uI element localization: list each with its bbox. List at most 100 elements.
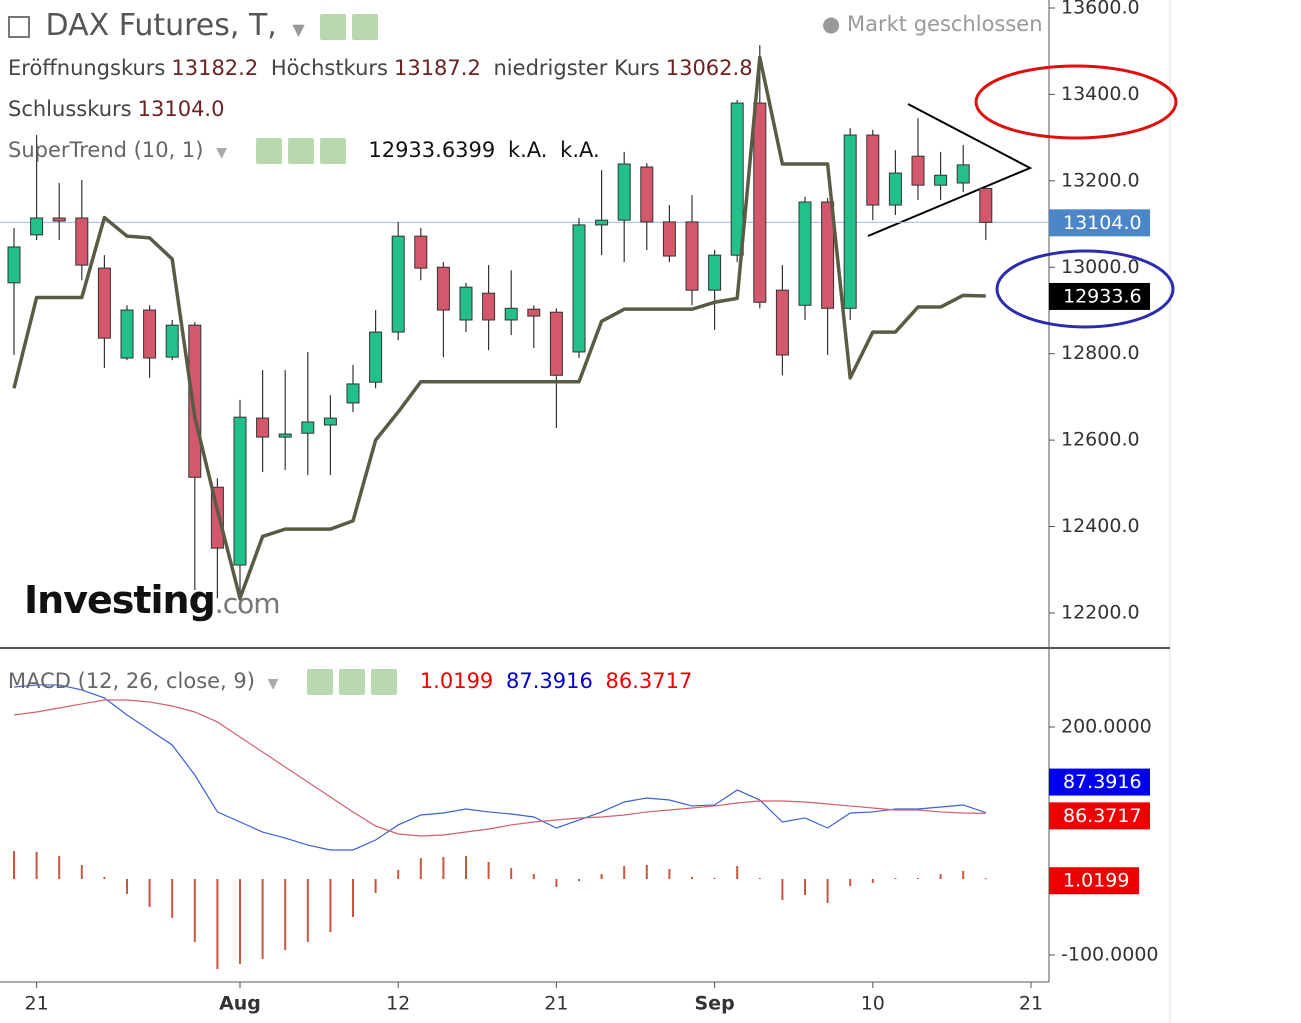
candle-body [459,286,473,321]
candle-body [843,134,857,309]
indicator-value: 87.3916 [505,669,593,693]
candle-body [414,235,428,269]
candle-body [572,224,586,353]
histogram-bar [600,873,603,880]
candle-body [256,417,270,438]
watermark-text: Investing [24,578,216,622]
histogram-bar [984,878,987,880]
indicator-label: MACD (12, 26, close, 9) [8,669,255,693]
annotation-triangle [867,103,1033,237]
y-tick-label: 13000.0 [1061,256,1140,278]
x-tick-label: 21 [25,993,49,1015]
candle-body [391,235,405,333]
candle-body [956,164,970,184]
y-tick-label: 12800.0 [1061,342,1140,364]
histogram-bar [487,861,490,880]
indicator-label: SuperTrend (10, 1) [8,138,204,162]
candle-body [52,217,66,222]
eye-icon[interactable] [255,138,282,164]
candle-body [753,102,767,303]
gear-icon[interactable] [287,138,314,164]
macd-line [13,684,986,851]
candle-body [482,292,496,321]
candle-body [685,221,699,291]
collapse-icon[interactable] [8,15,30,38]
histogram-bar [80,865,83,880]
price-tag-label: 12933.6 [1063,285,1142,307]
candle-body [165,324,179,358]
histogram-bar [962,870,965,880]
histogram-bar [261,879,264,960]
histogram-bar [442,857,445,880]
y-tick-label: 12200.0 [1061,601,1140,623]
price-tag [1049,768,1150,796]
watermark: Investing.com [24,578,280,622]
legend-label: niedrigster Kurs [493,56,660,80]
histogram-bar [284,879,287,951]
supertrend-line [12,55,986,601]
histogram-bar [917,878,919,880]
price-tag-label: 86.3717 [1063,805,1142,827]
y-tick-label: 13200.0 [1061,169,1140,191]
candle-body [75,217,89,266]
candle-body [730,102,744,256]
histogram-bar [939,874,942,880]
candle-body [120,309,134,359]
eye-icon[interactable] [320,13,347,40]
y-tick-label: -100.0000 [1061,944,1159,966]
watermark-text: .com [214,587,281,620]
indicator-legend: SuperTrend (10, 1) ▼ 12933.6399 k.A. k.A… [8,138,606,164]
price-tag [1049,867,1139,895]
candle-body [323,417,337,426]
candle-body [979,188,993,223]
price-tag [1049,282,1150,310]
histogram-bar [826,879,829,904]
close-icon[interactable] [371,669,398,695]
dropdown[interactable]: ▼ [267,676,279,692]
indicator-value: k.A. [507,138,548,162]
gear-icon[interactable] [352,13,379,40]
histogram-bar [532,873,535,880]
candle-body [436,266,450,311]
histogram-bar [804,879,806,895]
marks: 12200.0 12400.0 12600.0 12800.0 13000.0 13200… [0,0,1159,1015]
candle-body [549,311,563,376]
x-tick-label: 21 [544,993,568,1015]
candle-body [708,254,722,291]
candle-body [866,134,880,206]
close-icon[interactable] [319,138,346,164]
annotation-ellipse [995,249,1175,329]
dropdown[interactable]: ▼ [216,145,227,161]
candle-body [233,416,247,566]
histogram-bar [374,879,377,893]
candle-body [369,331,383,383]
legend-label: Schlusskurs [8,97,132,121]
candle-body [346,383,360,404]
histogram-bar [555,879,558,887]
legend-value: 13187.2 [393,56,481,80]
x-tick-label: Aug [219,993,261,1015]
histogram-bar [329,879,332,932]
y-tick-label: 200.0000 [1061,715,1152,737]
market-status: Markt geschlossen [847,12,1043,36]
gear-icon[interactable] [339,669,366,695]
candle-body [617,163,631,221]
histogram-bar [306,879,309,943]
legend-label: Höchstkurs [270,56,388,80]
histogram-bar [849,879,852,887]
candle-body [595,219,609,226]
dropdown[interactable]: ▼ [292,20,305,39]
histogram-bar [103,876,106,880]
candle-body [662,221,676,257]
x-tick-label: 12 [386,993,410,1015]
histogram-bar [510,868,513,880]
y-tick-label: 12400.0 [1061,515,1140,537]
candle-body [798,201,812,306]
histogram-bar [148,879,151,907]
candle-body [7,246,21,284]
eye-icon[interactable] [307,669,334,695]
histogram-bar [894,878,897,880]
y-tick-label: 12600.0 [1061,429,1140,451]
histogram-bar [713,878,716,880]
